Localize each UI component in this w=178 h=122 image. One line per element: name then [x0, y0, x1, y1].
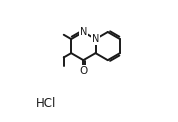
Text: O: O — [79, 66, 88, 76]
Text: N: N — [80, 27, 87, 37]
Text: N: N — [92, 34, 99, 44]
Text: HCl: HCl — [36, 97, 56, 110]
